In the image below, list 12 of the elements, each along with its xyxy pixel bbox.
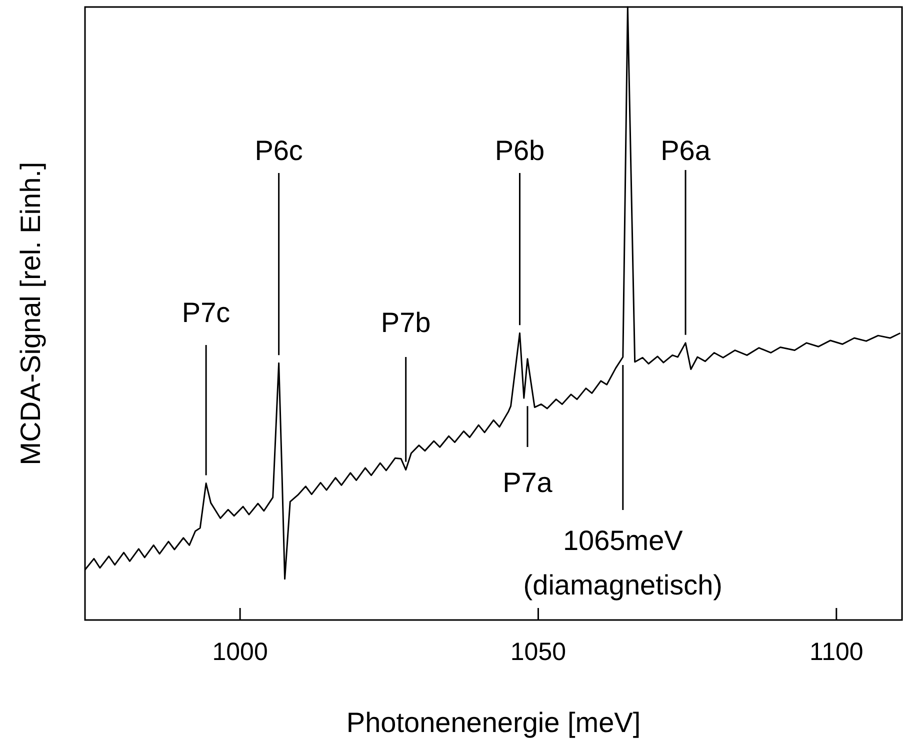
annotation: P6c xyxy=(254,134,303,166)
x-tick-label: 1050 xyxy=(510,638,566,666)
x-axis-title: Photonenenergie [meV] xyxy=(346,707,641,738)
x-tick-label: 1100 xyxy=(810,638,864,666)
annotation: P7a xyxy=(502,466,553,498)
y-axis-title: MCDA-Signal [rel. Einh.] xyxy=(15,162,46,466)
annotation: P6b xyxy=(494,134,545,166)
annotation: P7c xyxy=(182,296,230,328)
annotation: P6a xyxy=(660,134,711,166)
x-tick-label: 1000 xyxy=(212,638,268,666)
annotation: P7b xyxy=(380,306,431,338)
annotation: 1065meV (diamagnetisch) xyxy=(523,524,723,601)
